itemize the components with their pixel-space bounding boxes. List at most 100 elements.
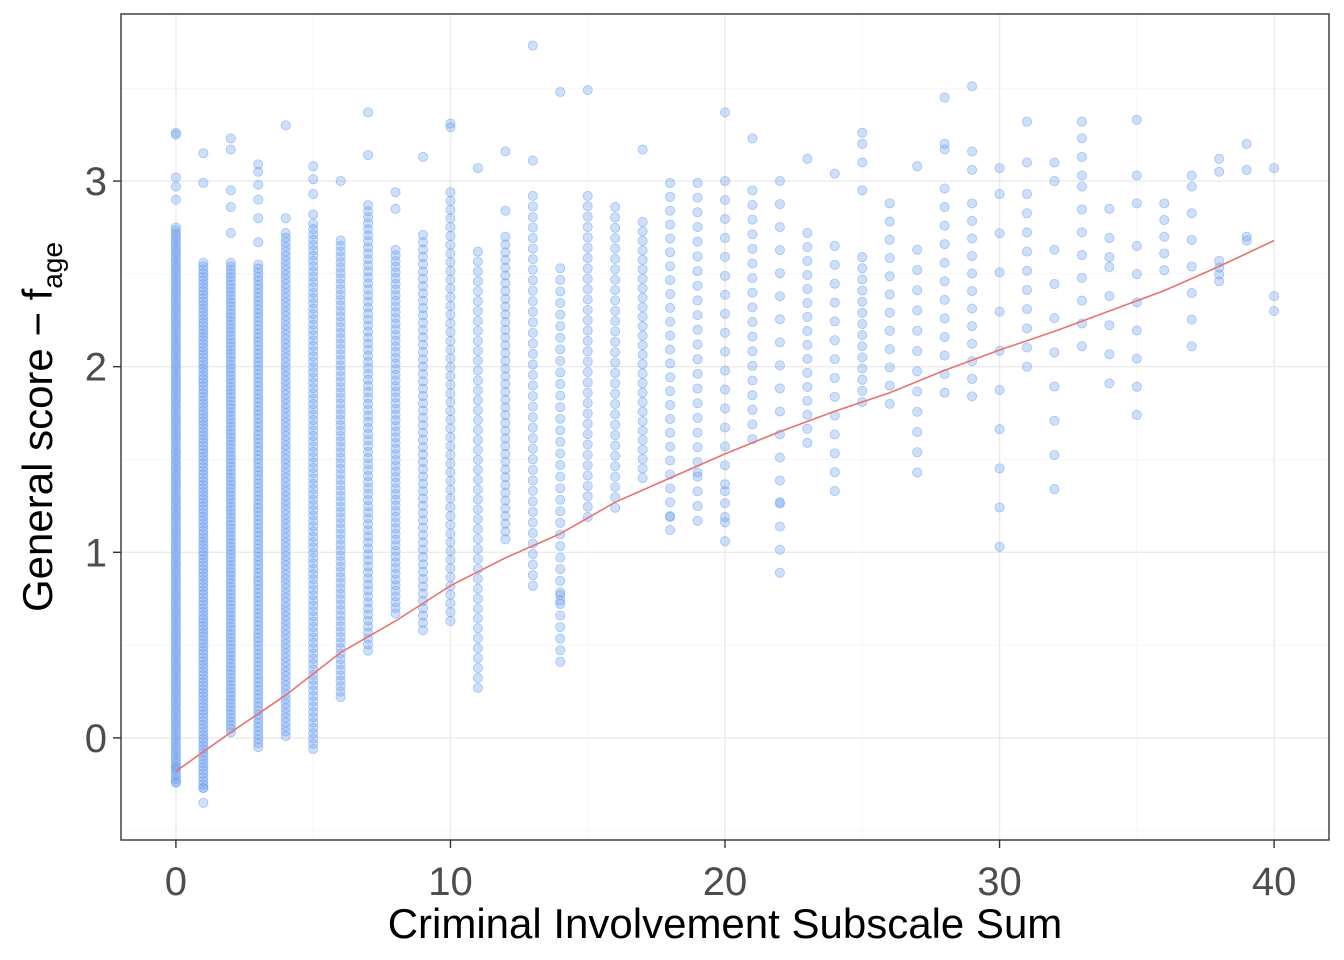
data-point <box>198 448 209 459</box>
data-point <box>555 379 566 390</box>
data-point <box>472 643 483 654</box>
data-point <box>198 349 209 360</box>
data-point <box>637 330 648 341</box>
data-point <box>390 403 401 414</box>
data-point <box>692 398 703 409</box>
data-point <box>198 740 209 751</box>
data-point <box>253 352 264 363</box>
data-point <box>802 367 813 378</box>
data-point <box>692 354 703 365</box>
data-point <box>472 603 483 614</box>
data-point <box>774 314 785 325</box>
data-point <box>967 373 978 384</box>
data-point <box>445 458 456 469</box>
data-point <box>610 253 621 264</box>
data-point <box>692 471 703 482</box>
data-point <box>225 388 236 399</box>
data-point <box>939 138 950 149</box>
y-tick-label: 3 <box>85 160 107 204</box>
data-point <box>417 412 428 423</box>
data-point <box>170 172 181 183</box>
data-point <box>665 525 676 536</box>
data-point <box>665 441 676 452</box>
data-point <box>1049 313 1060 324</box>
data-point <box>500 464 511 475</box>
data-point <box>225 385 236 396</box>
data-point <box>253 673 264 684</box>
data-point <box>1022 304 1033 315</box>
data-point <box>198 634 209 645</box>
data-point <box>610 336 621 347</box>
data-point <box>527 327 538 338</box>
data-point <box>308 377 319 388</box>
data-point <box>829 297 840 308</box>
data-point <box>225 552 236 563</box>
data-point <box>472 306 483 317</box>
data-point <box>253 592 264 603</box>
data-point <box>445 440 456 451</box>
data-point <box>308 712 319 723</box>
data-point <box>198 426 209 437</box>
data-point <box>720 460 731 471</box>
data-point <box>417 332 428 343</box>
data-point <box>198 578 209 589</box>
data-point <box>417 361 428 372</box>
data-point <box>335 246 346 257</box>
y-tick-label: 1 <box>85 531 107 575</box>
data-point <box>308 234 319 245</box>
data-point <box>198 673 209 684</box>
data-point <box>555 425 566 436</box>
data-point <box>774 521 785 532</box>
data-point <box>253 730 264 741</box>
data-point <box>582 460 593 471</box>
data-point <box>253 563 264 574</box>
data-point <box>390 477 401 488</box>
data-point <box>417 405 428 416</box>
data-point <box>225 443 236 454</box>
data-point <box>1131 381 1142 392</box>
data-point <box>335 632 346 643</box>
data-point <box>665 372 676 383</box>
data-point <box>445 204 456 215</box>
data-point <box>198 409 209 420</box>
data-point <box>610 461 621 472</box>
data-point <box>967 146 978 157</box>
data-point <box>417 273 428 284</box>
data-point <box>253 584 264 595</box>
data-point <box>198 719 209 730</box>
data-point <box>665 275 676 286</box>
data-point <box>335 300 346 311</box>
data-point <box>555 656 566 667</box>
data-point <box>472 315 483 326</box>
data-point <box>527 528 538 539</box>
data-point <box>335 567 346 578</box>
data-point <box>939 276 950 287</box>
data-point <box>939 331 950 342</box>
data-point <box>829 316 840 327</box>
data-point <box>198 303 209 314</box>
data-point <box>253 600 264 611</box>
data-point <box>802 255 813 266</box>
data-point <box>527 338 538 349</box>
data-point <box>253 336 264 347</box>
data-point <box>308 505 319 516</box>
data-point <box>198 645 209 656</box>
data-point <box>308 266 319 277</box>
data-point <box>253 425 264 436</box>
data-point <box>308 457 319 468</box>
data-point <box>857 127 868 138</box>
data-point <box>1049 449 1060 460</box>
data-point <box>555 355 566 366</box>
data-point <box>253 474 264 485</box>
data-point <box>802 297 813 308</box>
data-point <box>335 251 346 262</box>
data-point <box>582 398 593 409</box>
data-point <box>308 542 319 553</box>
data-point <box>500 518 511 529</box>
data-point <box>912 244 923 255</box>
data-point <box>802 153 813 164</box>
data-point <box>335 463 346 474</box>
data-point <box>610 378 621 389</box>
data-point <box>472 573 483 584</box>
data-point <box>198 779 209 790</box>
